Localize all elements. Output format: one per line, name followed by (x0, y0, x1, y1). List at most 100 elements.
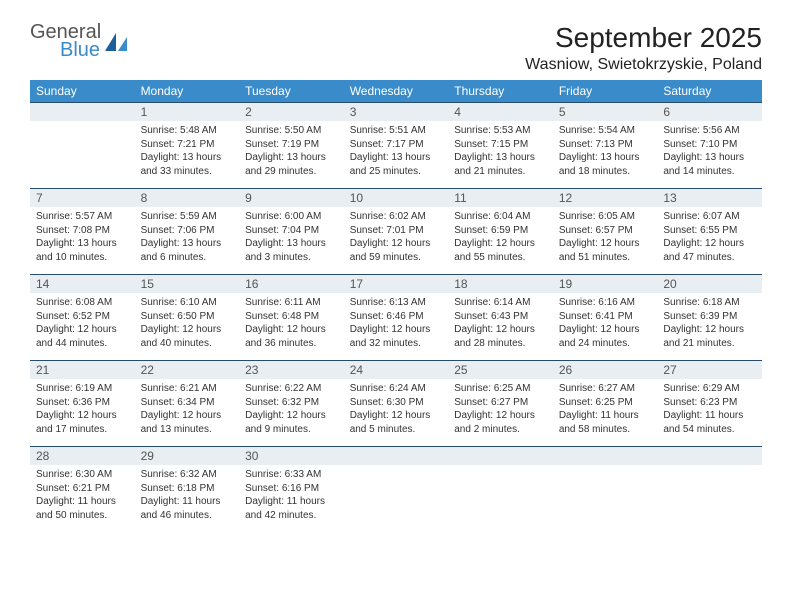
day-number: 16 (239, 275, 344, 293)
daylight-text: Daylight: 12 hours and 17 minutes. (36, 409, 129, 436)
day-detail: Sunrise: 6:07 AMSunset: 6:55 PMDaylight:… (657, 207, 762, 270)
calendar-cell: 20Sunrise: 6:18 AMSunset: 6:39 PMDayligh… (657, 274, 762, 360)
calendar-cell (553, 446, 658, 532)
weekday-header: Friday (553, 80, 658, 102)
sunset-text: Sunset: 6:23 PM (663, 396, 756, 410)
daylight-text: Daylight: 12 hours and 9 minutes. (245, 409, 338, 436)
day-number: 4 (448, 103, 553, 121)
calendar-cell: 10Sunrise: 6:02 AMSunset: 7:01 PMDayligh… (344, 188, 449, 274)
daylight-text: Daylight: 12 hours and 32 minutes. (350, 323, 443, 350)
day-detail: Sunrise: 6:14 AMSunset: 6:43 PMDaylight:… (448, 293, 553, 356)
day-number (657, 447, 762, 465)
day-detail: Sunrise: 6:19 AMSunset: 6:36 PMDaylight:… (30, 379, 135, 442)
sunset-text: Sunset: 6:27 PM (454, 396, 547, 410)
day-number: 21 (30, 361, 135, 379)
calendar-cell (344, 446, 449, 532)
day-detail: Sunrise: 6:24 AMSunset: 6:30 PMDaylight:… (344, 379, 449, 442)
daylight-text: Daylight: 13 hours and 10 minutes. (36, 237, 129, 264)
daylight-text: Daylight: 12 hours and 47 minutes. (663, 237, 756, 264)
sunrise-text: Sunrise: 6:24 AM (350, 382, 443, 396)
daylight-text: Daylight: 13 hours and 25 minutes. (350, 151, 443, 178)
day-detail: Sunrise: 6:27 AMSunset: 6:25 PMDaylight:… (553, 379, 658, 442)
sunrise-text: Sunrise: 5:48 AM (141, 124, 234, 138)
calendar-cell: 7Sunrise: 5:57 AMSunset: 7:08 PMDaylight… (30, 188, 135, 274)
day-number: 11 (448, 189, 553, 207)
day-detail: Sunrise: 5:54 AMSunset: 7:13 PMDaylight:… (553, 121, 658, 184)
day-number: 12 (553, 189, 658, 207)
day-detail: Sunrise: 5:57 AMSunset: 7:08 PMDaylight:… (30, 207, 135, 270)
daylight-text: Daylight: 12 hours and 51 minutes. (559, 237, 652, 264)
day-detail: Sunrise: 5:53 AMSunset: 7:15 PMDaylight:… (448, 121, 553, 184)
sunset-text: Sunset: 6:18 PM (141, 482, 234, 496)
daylight-text: Daylight: 13 hours and 33 minutes. (141, 151, 234, 178)
daylight-text: Daylight: 12 hours and 36 minutes. (245, 323, 338, 350)
sail-icon (105, 33, 127, 51)
sunrise-text: Sunrise: 6:14 AM (454, 296, 547, 310)
weekday-header: Tuesday (239, 80, 344, 102)
day-detail: Sunrise: 6:13 AMSunset: 6:46 PMDaylight:… (344, 293, 449, 356)
calendar-cell (657, 446, 762, 532)
day-number: 30 (239, 447, 344, 465)
sunset-text: Sunset: 6:36 PM (36, 396, 129, 410)
day-number: 19 (553, 275, 658, 293)
daylight-text: Daylight: 12 hours and 55 minutes. (454, 237, 547, 264)
day-detail: Sunrise: 5:59 AMSunset: 7:06 PMDaylight:… (135, 207, 240, 270)
day-detail: Sunrise: 6:02 AMSunset: 7:01 PMDaylight:… (344, 207, 449, 270)
sunset-text: Sunset: 7:04 PM (245, 224, 338, 238)
daylight-text: Daylight: 13 hours and 3 minutes. (245, 237, 338, 264)
sunset-text: Sunset: 7:13 PM (559, 138, 652, 152)
day-detail: Sunrise: 6:33 AMSunset: 6:16 PMDaylight:… (239, 465, 344, 528)
daylight-text: Daylight: 12 hours and 5 minutes. (350, 409, 443, 436)
daylight-text: Daylight: 12 hours and 21 minutes. (663, 323, 756, 350)
day-detail: Sunrise: 6:16 AMSunset: 6:41 PMDaylight:… (553, 293, 658, 356)
day-number: 24 (344, 361, 449, 379)
day-number: 26 (553, 361, 658, 379)
weekday-header: Sunday (30, 80, 135, 102)
sunrise-text: Sunrise: 6:32 AM (141, 468, 234, 482)
weekday-header-row: Sunday Monday Tuesday Wednesday Thursday… (30, 80, 762, 102)
day-number (30, 103, 135, 121)
sunset-text: Sunset: 7:01 PM (350, 224, 443, 238)
sunrise-text: Sunrise: 6:21 AM (141, 382, 234, 396)
day-detail: Sunrise: 5:56 AMSunset: 7:10 PMDaylight:… (657, 121, 762, 184)
calendar-cell: 30Sunrise: 6:33 AMSunset: 6:16 PMDayligh… (239, 446, 344, 532)
calendar-cell: 11Sunrise: 6:04 AMSunset: 6:59 PMDayligh… (448, 188, 553, 274)
calendar-cell: 13Sunrise: 6:07 AMSunset: 6:55 PMDayligh… (657, 188, 762, 274)
day-number: 22 (135, 361, 240, 379)
daylight-text: Daylight: 12 hours and 59 minutes. (350, 237, 443, 264)
calendar-cell: 4Sunrise: 5:53 AMSunset: 7:15 PMDaylight… (448, 102, 553, 188)
calendar-week: 1Sunrise: 5:48 AMSunset: 7:21 PMDaylight… (30, 102, 762, 188)
weekday-header: Saturday (657, 80, 762, 102)
day-number: 9 (239, 189, 344, 207)
day-number: 20 (657, 275, 762, 293)
sunrise-text: Sunrise: 6:08 AM (36, 296, 129, 310)
daylight-text: Daylight: 12 hours and 2 minutes. (454, 409, 547, 436)
day-number: 10 (344, 189, 449, 207)
calendar-cell: 23Sunrise: 6:22 AMSunset: 6:32 PMDayligh… (239, 360, 344, 446)
calendar-cell: 26Sunrise: 6:27 AMSunset: 6:25 PMDayligh… (553, 360, 658, 446)
sunrise-text: Sunrise: 6:04 AM (454, 210, 547, 224)
day-number (553, 447, 658, 465)
calendar-cell: 17Sunrise: 6:13 AMSunset: 6:46 PMDayligh… (344, 274, 449, 360)
day-detail: Sunrise: 6:00 AMSunset: 7:04 PMDaylight:… (239, 207, 344, 270)
day-number: 14 (30, 275, 135, 293)
sunrise-text: Sunrise: 5:53 AM (454, 124, 547, 138)
day-detail (30, 121, 135, 171)
calendar-cell: 29Sunrise: 6:32 AMSunset: 6:18 PMDayligh… (135, 446, 240, 532)
calendar-cell: 9Sunrise: 6:00 AMSunset: 7:04 PMDaylight… (239, 188, 344, 274)
sunset-text: Sunset: 6:50 PM (141, 310, 234, 324)
day-number: 3 (344, 103, 449, 121)
weekday-header: Wednesday (344, 80, 449, 102)
calendar-cell: 8Sunrise: 5:59 AMSunset: 7:06 PMDaylight… (135, 188, 240, 274)
day-number (344, 447, 449, 465)
brand-blue: Blue (30, 40, 101, 60)
sunset-text: Sunset: 6:32 PM (245, 396, 338, 410)
calendar-week: 21Sunrise: 6:19 AMSunset: 6:36 PMDayligh… (30, 360, 762, 446)
calendar-cell: 16Sunrise: 6:11 AMSunset: 6:48 PMDayligh… (239, 274, 344, 360)
day-detail: Sunrise: 6:18 AMSunset: 6:39 PMDaylight:… (657, 293, 762, 356)
sunrise-text: Sunrise: 6:16 AM (559, 296, 652, 310)
daylight-text: Daylight: 12 hours and 44 minutes. (36, 323, 129, 350)
day-detail: Sunrise: 5:51 AMSunset: 7:17 PMDaylight:… (344, 121, 449, 184)
sunrise-text: Sunrise: 6:02 AM (350, 210, 443, 224)
calendar-week: 7Sunrise: 5:57 AMSunset: 7:08 PMDaylight… (30, 188, 762, 274)
